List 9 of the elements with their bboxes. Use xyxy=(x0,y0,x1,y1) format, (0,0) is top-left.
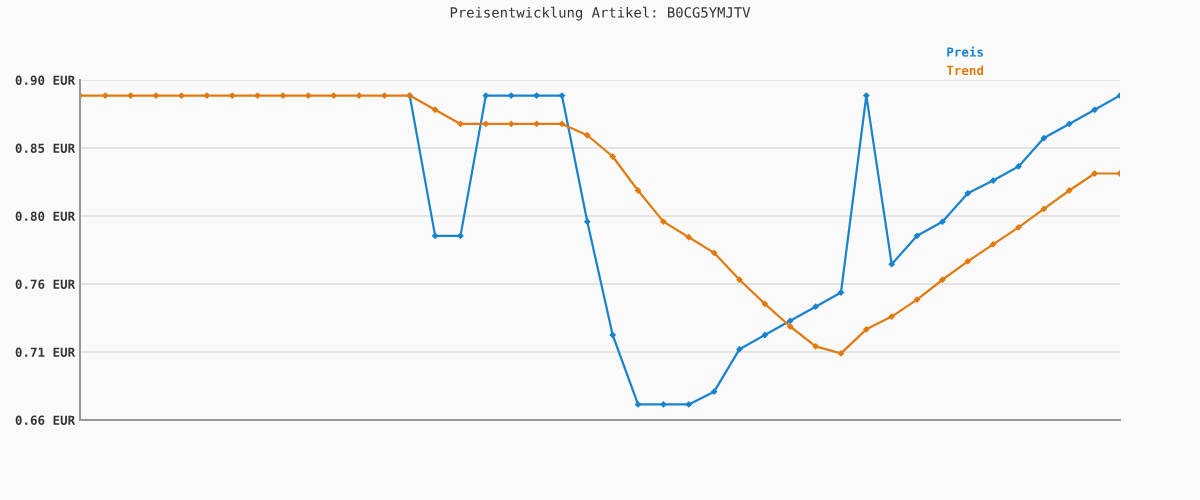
text: Trend xyxy=(946,65,984,76)
y-tick-label: 0.85 EUR xyxy=(15,143,76,153)
chart-title: Preisentwicklung Artikel: B0CG5YMJTV xyxy=(450,6,751,21)
y-tick-label: 0.76 EUR xyxy=(15,279,76,289)
y-tick-label: 0.66 EUR xyxy=(15,415,76,425)
y-tick-label: 0.80 EUR xyxy=(15,211,76,221)
y-tick-label: 0.90 EUR xyxy=(15,75,76,85)
text: Preis xyxy=(947,46,983,57)
y-tick-label: 0.71 EUR xyxy=(15,347,76,357)
